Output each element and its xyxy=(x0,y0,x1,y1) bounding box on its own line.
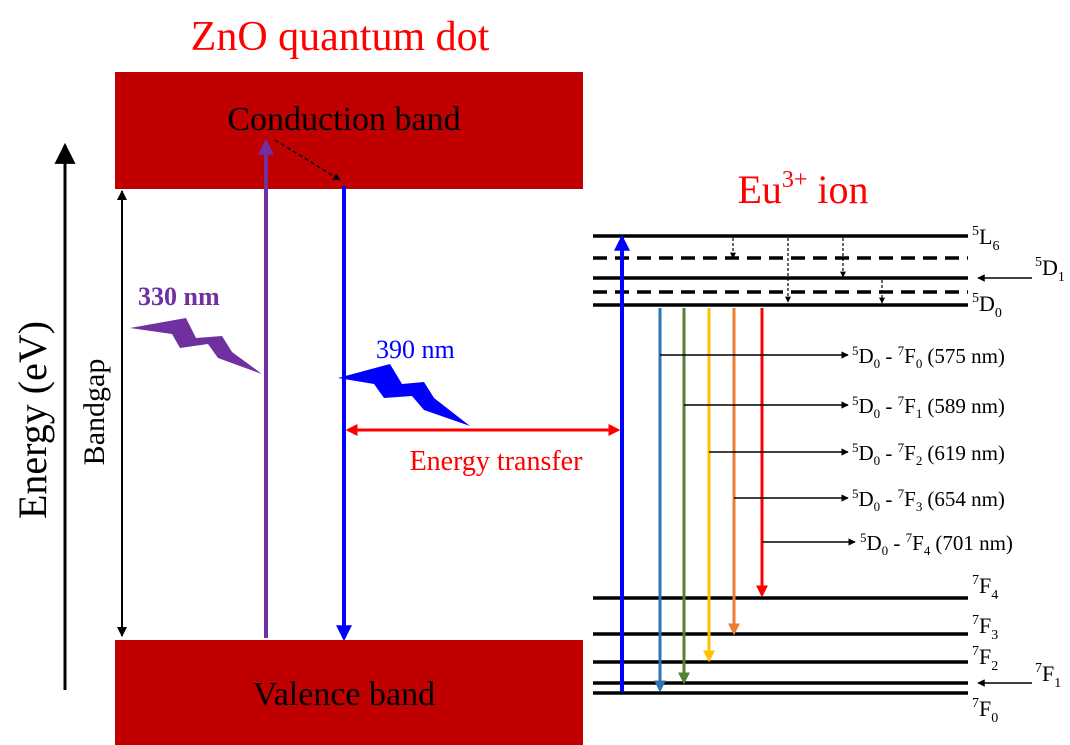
excitation-label: 330 nm xyxy=(138,282,220,311)
transition-label: 5D0 - 7F4 (701 nm) xyxy=(860,530,1013,558)
relaxation-arrow xyxy=(274,139,341,181)
label-5D0: 5D0 xyxy=(972,291,1002,321)
valence-band xyxy=(115,640,583,745)
transition-label: 5D0 - 7F2 (619 nm) xyxy=(852,440,1005,468)
transition-label: 5D0 - 7F1 (589 nm) xyxy=(852,393,1005,421)
eu-levels xyxy=(593,234,968,695)
energy-transfer-label: Energy transfer xyxy=(410,446,584,477)
lightning-bolt-icon xyxy=(130,318,262,374)
label-7F1: 7F1 xyxy=(1035,661,1061,691)
conduction-band xyxy=(115,72,583,189)
energy-axis-label: Energy (eV) xyxy=(10,321,55,519)
conduction-band-label: Conduction band xyxy=(227,101,460,138)
label-5D1: 5D1 xyxy=(1035,255,1065,285)
label-7F2: 7F2 xyxy=(972,644,998,674)
label-7F3: 7F3 xyxy=(972,613,998,643)
transition-label: 5D0 - 7F0 (575 nm) xyxy=(852,343,1005,371)
valence-band-label: Valence band xyxy=(253,676,435,713)
eu-title: Eu3+ ion xyxy=(737,167,868,212)
bandgap-label: Bandgap xyxy=(78,359,111,466)
lightning-bolt-icon xyxy=(338,364,470,426)
label-7F0: 7F0 xyxy=(972,696,998,726)
zno-title: ZnO quantum dot xyxy=(191,14,490,60)
emission-label: 390 nm xyxy=(376,335,455,364)
label-5L6: 5L6 xyxy=(972,224,999,254)
transition-label: 5D0 - 7F3 (654 nm) xyxy=(852,486,1005,514)
label-7F4: 7F4 xyxy=(972,573,998,603)
